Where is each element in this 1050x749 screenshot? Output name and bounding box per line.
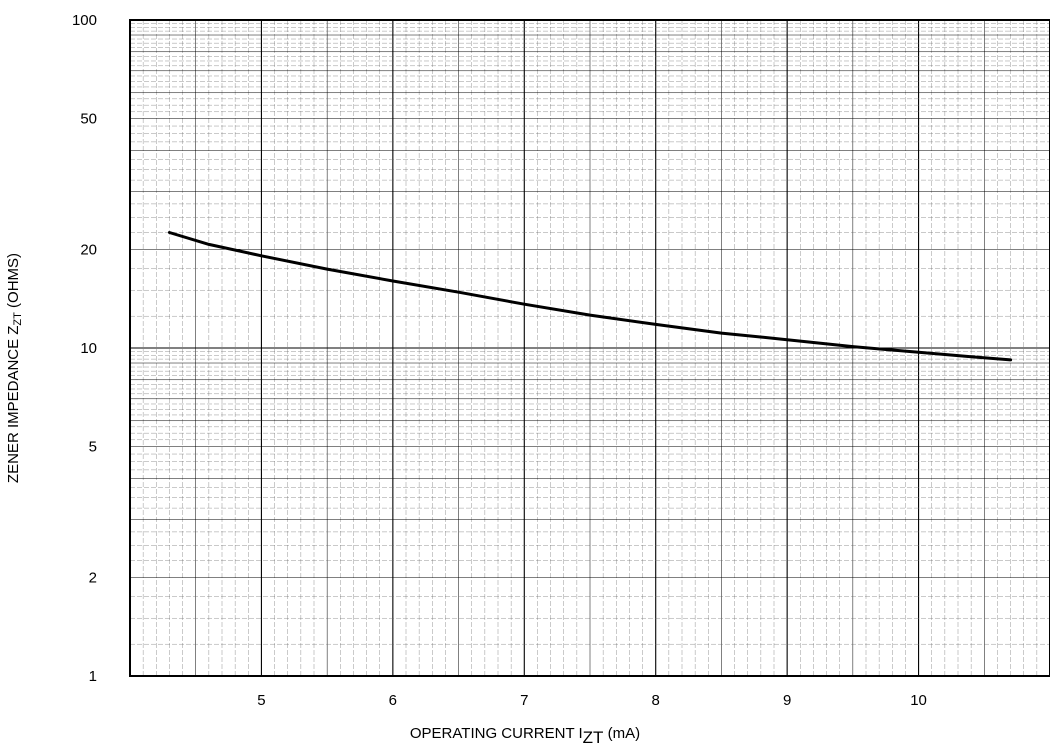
y-tick-label: 1 xyxy=(89,668,97,685)
y-tick-label: 20 xyxy=(80,241,97,258)
x-tick-label: 7 xyxy=(520,692,528,709)
x-axis-label: OPERATING CURRENT IZT (mA) xyxy=(410,725,640,747)
y-axis-label-subscript: ZT xyxy=(12,312,24,326)
y-tick-label: 2 xyxy=(89,569,97,586)
x-tick-label: 8 xyxy=(652,692,660,709)
y-axis-label: ZENER IMPEDANCE ZZT (OHMS) xyxy=(5,253,24,483)
y-axis-label-main: ZENER IMPEDANCE Z xyxy=(5,326,22,484)
x-tick-label: 5 xyxy=(257,692,265,709)
y-tick-label: 50 xyxy=(80,111,97,128)
series-line xyxy=(167,231,1013,362)
y-tick-label: 10 xyxy=(80,340,97,357)
x-axis-label-subscript: ZT xyxy=(583,728,604,747)
y-tick-label: 5 xyxy=(89,439,97,456)
x-tick-label: 10 xyxy=(910,692,927,709)
plot-frame xyxy=(129,19,1050,677)
chart-axes xyxy=(129,19,1050,677)
x-tick-label: 6 xyxy=(389,692,397,709)
tick-labels: 5 6 7 8 9 10 1 2 5 10 20 50 100 xyxy=(72,12,927,709)
x-axis-label-main: OPERATING CURRENT I xyxy=(410,725,583,742)
data-series xyxy=(167,231,1013,362)
y-tick-label: 100 xyxy=(72,12,97,29)
y-axis-label-unit: (OHMS) xyxy=(5,253,22,312)
x-axis-label-unit: (mA) xyxy=(603,725,640,742)
chart-grid xyxy=(129,20,1050,677)
x-tick-label: 9 xyxy=(783,692,791,709)
